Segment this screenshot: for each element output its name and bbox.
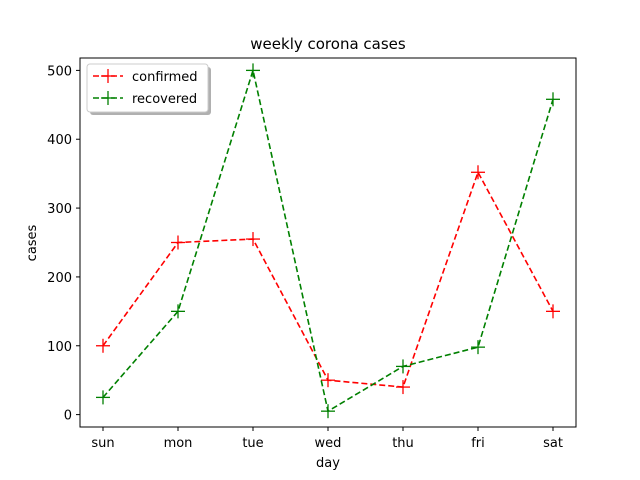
data-point	[96, 390, 110, 405]
y-tick-label: 0	[64, 409, 72, 424]
legend-entry: confirmed	[93, 69, 198, 85]
legend-entry: recovered	[93, 91, 197, 107]
series-layer	[96, 63, 560, 419]
data-point	[546, 304, 560, 319]
legend-box	[86, 63, 209, 113]
y-tick-label: 200	[47, 271, 72, 286]
y-axis: 0 100 200 300 400 500	[47, 64, 80, 424]
data-point	[171, 235, 185, 250]
series-confirmed	[96, 165, 560, 395]
legend-label: confirmed	[132, 70, 198, 85]
chart-title: weekly corona cases	[250, 35, 406, 53]
y-axis-label: cases	[25, 224, 40, 261]
legend-label: recovered	[132, 92, 197, 107]
y-tick-label: 100	[47, 340, 72, 355]
data-point	[96, 338, 110, 353]
x-axis: sun mon tue wed thu fri sat	[91, 427, 563, 451]
x-axis-label: day	[316, 456, 340, 471]
data-point	[546, 92, 560, 107]
legend: confirmed recovered	[86, 63, 211, 115]
data-point	[321, 373, 335, 388]
x-tick-label: fri	[471, 436, 485, 451]
y-tick-label: 500	[47, 64, 72, 79]
data-point	[246, 63, 260, 78]
data-point	[471, 340, 485, 355]
data-point	[396, 380, 410, 395]
x-tick-label: thu	[392, 436, 414, 451]
x-tick-label: sun	[91, 436, 114, 451]
data-point	[396, 359, 410, 374]
y-tick-label: 300	[47, 202, 72, 217]
data-point	[321, 404, 335, 419]
x-tick-label: sat	[543, 436, 563, 451]
data-point	[471, 165, 485, 180]
series-recovered	[96, 63, 560, 419]
y-tick-label: 400	[47, 133, 72, 148]
x-tick-label: tue	[242, 436, 263, 451]
data-point	[171, 304, 185, 319]
x-tick-label: wed	[315, 436, 342, 451]
x-tick-label: mon	[164, 436, 193, 451]
data-point	[246, 232, 260, 247]
